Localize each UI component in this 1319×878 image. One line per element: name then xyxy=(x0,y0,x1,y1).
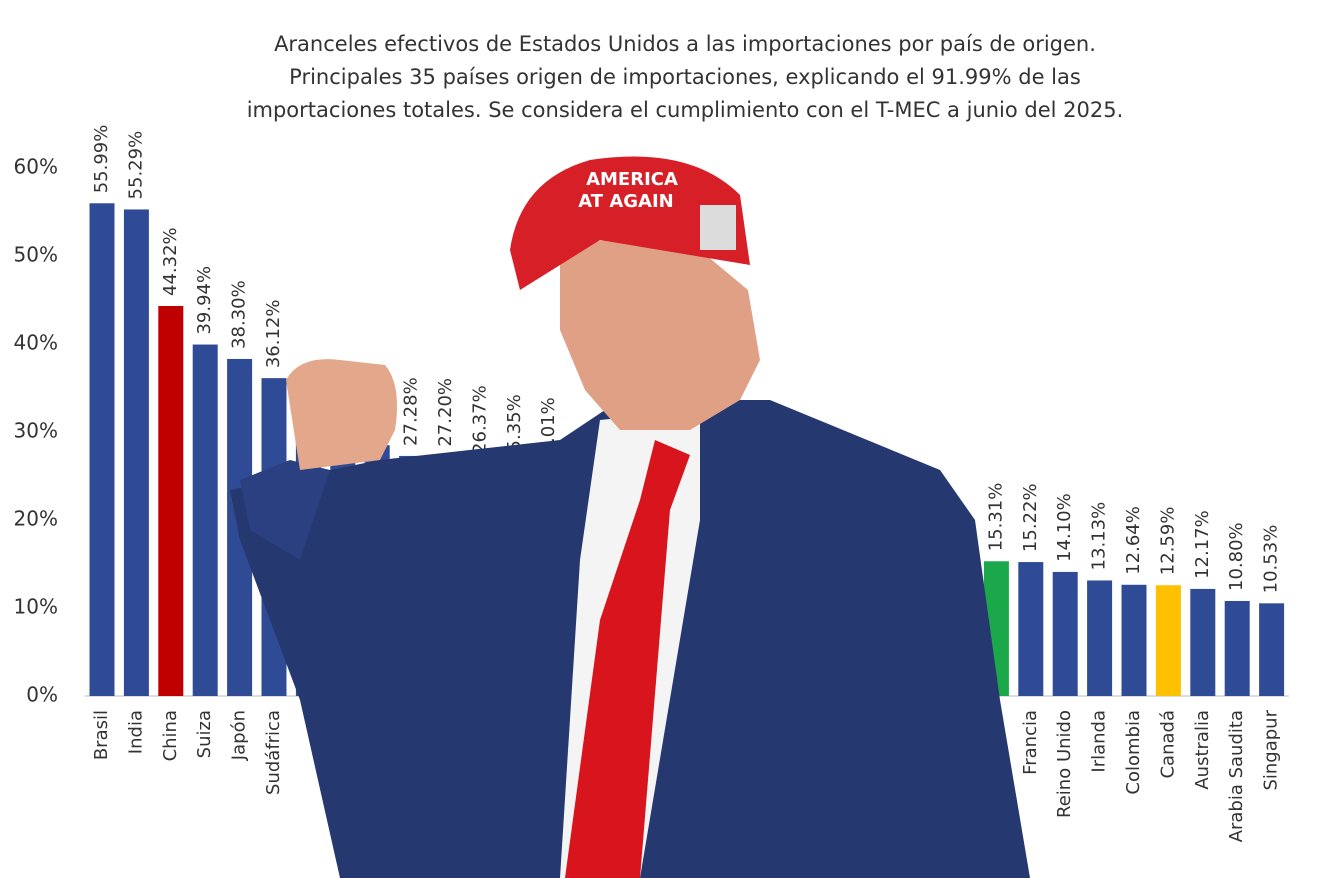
y-tick-label: 30% xyxy=(14,419,58,443)
value-label: 27.20% xyxy=(435,378,456,447)
value-label: 26.37% xyxy=(469,385,490,454)
x-tick-label: India xyxy=(125,710,146,754)
bar xyxy=(123,209,149,696)
value-label: 38.30% xyxy=(229,280,250,349)
bar xyxy=(1087,580,1113,696)
x-tick-label: Irlanda xyxy=(1089,710,1110,773)
value-label: 10.80% xyxy=(1226,522,1247,591)
y-tick-label: 10% xyxy=(14,595,58,619)
x-tick-label: Japón xyxy=(229,710,250,761)
value-label: 55.29% xyxy=(125,131,146,200)
bar xyxy=(1121,584,1147,696)
title-line: Principales 35 países origen de importac… xyxy=(289,65,1081,89)
x-tick-label: Colombia xyxy=(1123,710,1144,795)
value-label: 39.94% xyxy=(194,266,215,335)
y-tick-label: 60% xyxy=(14,155,58,179)
bar xyxy=(1052,571,1078,696)
y-tick-label: 20% xyxy=(14,507,58,531)
bar xyxy=(1018,562,1044,696)
x-tick-label: China xyxy=(160,710,181,761)
x-tick-label: Canadá xyxy=(1157,710,1178,779)
bar xyxy=(1155,585,1181,696)
value-label: 44.32% xyxy=(160,227,181,296)
bar xyxy=(158,305,184,696)
chart-title: Aranceles efectivos de Estados Unidos a … xyxy=(247,32,1124,122)
value-label: 15.31% xyxy=(985,483,1006,552)
value-label: 10.53% xyxy=(1261,525,1282,594)
bar xyxy=(1190,588,1216,696)
x-tick-label: Sudáfrica xyxy=(263,710,284,795)
value-label: 12.59% xyxy=(1157,507,1178,576)
x-tick-label: Australia xyxy=(1192,710,1213,790)
y-tick-label: 40% xyxy=(14,331,58,355)
value-label: 12.64% xyxy=(1123,506,1144,575)
person-photo: AMERICA AT AGAIN xyxy=(230,156,1030,878)
cap-text: AMERICA xyxy=(586,169,678,190)
x-tick-label: Singapur xyxy=(1261,709,1282,790)
bar xyxy=(89,203,115,696)
value-label: 14.10% xyxy=(1054,493,1075,562)
value-label: 27.28% xyxy=(401,377,422,446)
bar xyxy=(1224,600,1250,696)
y-tick-label: 50% xyxy=(14,243,58,267)
title-line: Aranceles efectivos de Estados Unidos a … xyxy=(274,32,1096,56)
x-tick-label: Reino Unido xyxy=(1054,710,1075,818)
value-label: 55.99% xyxy=(91,125,112,194)
x-tick-label: Arabia Saudita xyxy=(1226,710,1247,842)
x-tick-label: Suiza xyxy=(194,710,215,758)
x-tick-label: Francia xyxy=(1020,710,1041,775)
value-label: 12.17% xyxy=(1192,510,1213,579)
title-line: importaciones totales. Se considera el c… xyxy=(247,98,1124,122)
value-label: 36.12% xyxy=(263,300,284,369)
value-label: 13.13% xyxy=(1089,502,1110,571)
value-label: 15.22% xyxy=(1020,483,1041,552)
bar xyxy=(192,344,218,696)
cap-text: AT AGAIN xyxy=(578,191,673,212)
y-tick-label: 0% xyxy=(26,683,58,707)
bar xyxy=(1259,603,1285,696)
x-tick-label: Brasil xyxy=(91,710,112,760)
